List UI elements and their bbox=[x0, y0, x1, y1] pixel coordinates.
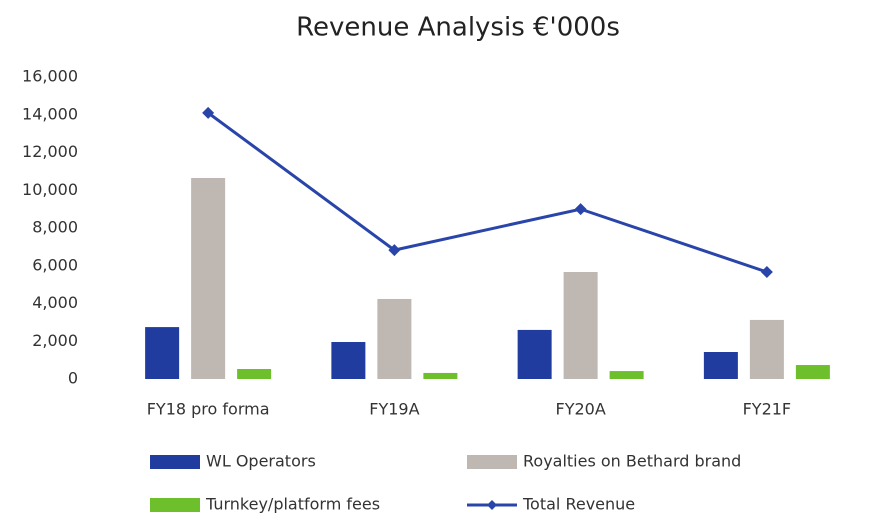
legend-swatch bbox=[150, 498, 200, 512]
legend-label: Total Revenue bbox=[522, 495, 635, 514]
bar bbox=[703, 352, 738, 379]
y-tick-label: 12,000 bbox=[22, 142, 78, 161]
bar bbox=[145, 327, 180, 379]
y-tick-label: 0 bbox=[68, 369, 78, 388]
legend-swatch bbox=[467, 455, 517, 469]
chart-title: Revenue Analysis €'000s bbox=[296, 13, 620, 43]
bar bbox=[795, 365, 830, 379]
line-marker bbox=[760, 265, 773, 278]
y-tick-label: 8,000 bbox=[32, 218, 78, 237]
line bbox=[207, 111, 768, 274]
legend-label: WL Operators bbox=[206, 452, 316, 471]
bar bbox=[377, 298, 412, 379]
x-tick-label: FY18 pro forma bbox=[147, 400, 270, 419]
bar bbox=[331, 342, 366, 379]
y-tick-label: 14,000 bbox=[22, 104, 78, 123]
legend-swatch bbox=[487, 500, 497, 510]
bar bbox=[517, 329, 552, 379]
line-marker bbox=[574, 203, 587, 216]
y-tick-label: 2,000 bbox=[32, 331, 78, 350]
legend-swatch bbox=[150, 455, 200, 469]
bar bbox=[563, 271, 598, 379]
bar bbox=[749, 319, 784, 379]
legend-label: Turnkey/platform fees bbox=[205, 495, 380, 514]
y-tick-label: 10,000 bbox=[22, 180, 78, 199]
bar bbox=[237, 368, 272, 379]
y-tick-label: 16,000 bbox=[22, 67, 78, 86]
y-tick-label: 4,000 bbox=[32, 293, 78, 312]
line-marker bbox=[202, 106, 215, 119]
bar bbox=[609, 371, 644, 379]
legend-label: Royalties on Bethard brand bbox=[523, 452, 741, 471]
x-tick-label: FY20A bbox=[555, 400, 605, 419]
y-tick-label: 6,000 bbox=[32, 255, 78, 274]
x-tick-label: FY19A bbox=[369, 400, 419, 419]
line-marker bbox=[388, 244, 401, 257]
x-tick-label: FY21F bbox=[743, 400, 792, 419]
bar bbox=[423, 372, 458, 379]
bar bbox=[191, 177, 226, 379]
